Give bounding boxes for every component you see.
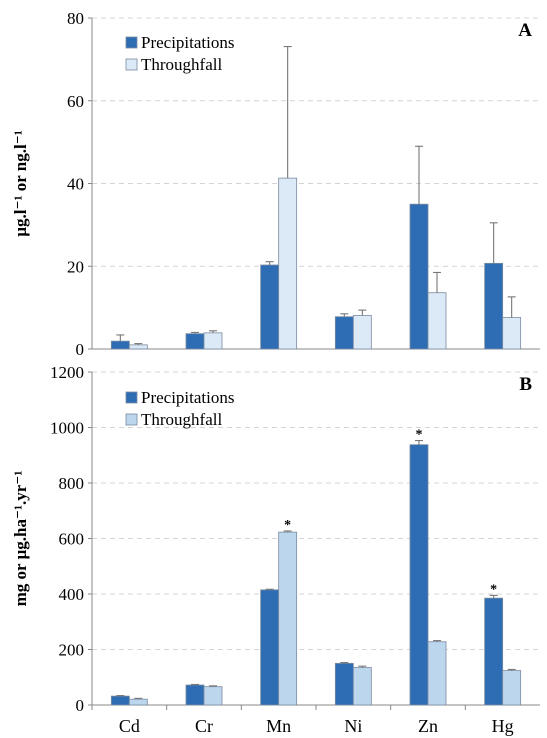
panel-a-legend-swatch — [125, 36, 138, 49]
panel-a-y-tick-label: 20 — [67, 257, 84, 276]
panel-b-y-tick-label: 1200 — [50, 363, 84, 382]
panel-b-bar-throughfall-cr — [203, 686, 223, 706]
panel-b-y-tick-label: 800 — [59, 474, 85, 493]
panel-b-y-tick-label: 200 — [59, 641, 85, 660]
panel-a-bar-precipitations-hg — [484, 262, 504, 350]
panel-b-bar-precipitations-cd — [110, 695, 130, 706]
panel-b-bar-precipitations-zn — [409, 444, 429, 706]
panel-a-bar-precipitations-mn — [260, 264, 280, 350]
panel-b-legend-swatch — [125, 391, 138, 404]
panel-b-significance-marker: * — [490, 582, 497, 597]
panel-b-bar-precipitations-ni — [334, 662, 354, 706]
panel-a-legend-label: Precipitations — [141, 33, 234, 52]
panel-a-bar-throughfall-cd — [128, 344, 148, 350]
chart-panel-b: 0 200 400 600 800 1000 1200 * * * Cd Cr Mn Ni Zn Hg B Pre… — [11, 363, 540, 736]
panel-a-y-tick-label: 60 — [67, 92, 84, 111]
panel-b-bar-precipitations-cr — [185, 684, 205, 706]
panel-a-bar-throughfall-hg — [502, 317, 522, 350]
panel-b-x-tick-label: Cd — [119, 716, 140, 736]
panel-b-label: B — [519, 374, 532, 395]
panel-a-legend-swatch — [125, 58, 138, 71]
panel-a-bar-throughfall-zn — [427, 292, 447, 350]
panel-a-bar-precipitations-cr — [185, 333, 205, 350]
panel-b-bar-throughfall-mn — [278, 531, 298, 706]
panel-a-y-tick-label: 40 — [67, 175, 84, 194]
panel-a-y-axis-label: µg.l⁻¹ or ng.l⁻¹ — [11, 130, 30, 237]
panel-a-bar-throughfall-ni — [352, 315, 372, 350]
panel-b-significance-marker: * — [284, 518, 291, 533]
panel-b-bar-throughfall-cd — [128, 698, 148, 706]
panel-a-bar-throughfall-mn — [278, 177, 298, 350]
panel-b-bar-precipitations-hg — [484, 597, 504, 706]
panel-a-bar-throughfall-cr — [203, 332, 223, 350]
panel-b-y-axis-label: mg or µg.ha⁻¹.yr⁻¹ — [11, 471, 30, 607]
panel-a-y-tick-label: 0 — [76, 340, 85, 359]
panel-b-x-tick-label: Cr — [195, 716, 213, 736]
panel-b-y-tick-label: 0 — [76, 696, 85, 715]
panel-b-x-tick-label: Ni — [344, 716, 362, 736]
panel-a-bar-precipitations-cd — [110, 340, 130, 350]
chart-panel-a: 0 20 40 60 80 A Precipitations Throughfall µg.l⁻… — [11, 9, 540, 359]
panel-b-y-tick-label: 1000 — [50, 419, 84, 438]
panel-b-bar-precipitations-mn — [260, 589, 280, 706]
panel-b-x-tick-label: Hg — [492, 716, 514, 736]
panel-a-y-tick-label: 80 — [67, 9, 84, 28]
panel-b-bar-throughfall-zn — [427, 641, 447, 706]
panel-b-legend-label: Throughfall — [141, 410, 222, 429]
panel-b-y-tick-label: 600 — [59, 530, 85, 549]
panel-b-x-tick-label: Mn — [266, 716, 291, 736]
panel-a-label: A — [518, 20, 532, 41]
panel-b-legend-label: Precipitations — [141, 388, 234, 407]
panel-b-y-tick-label: 400 — [59, 585, 85, 604]
panel-a-bar-precipitations-ni — [334, 316, 354, 350]
panel-a-legend-label: Throughfall — [141, 55, 222, 74]
panel-b-legend-swatch — [125, 413, 138, 426]
panel-a-bar-precipitations-zn — [409, 203, 429, 350]
panel-b-bar-throughfall-ni — [352, 667, 372, 706]
panel-b-bar-throughfall-hg — [502, 670, 522, 706]
panel-b-x-tick-label: Zn — [418, 716, 438, 736]
panel-b-significance-marker: * — [416, 428, 423, 443]
